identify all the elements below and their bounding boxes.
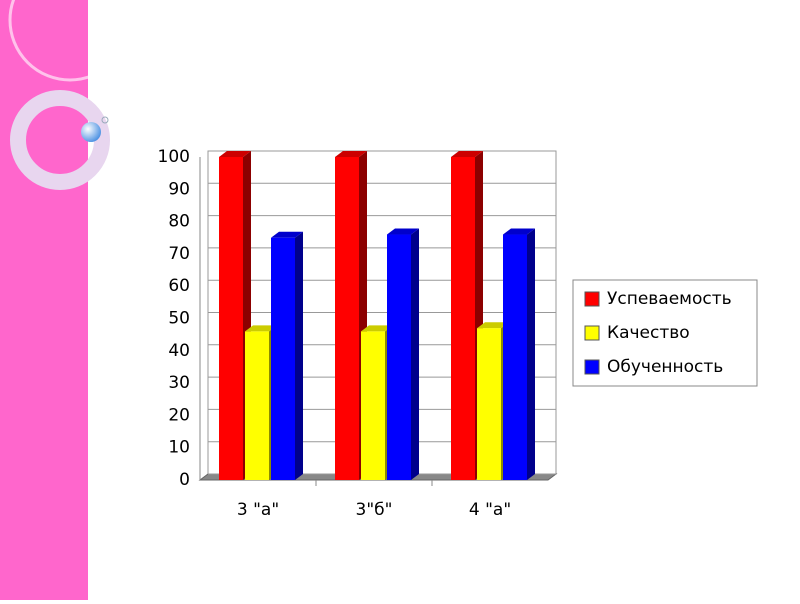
y-tick-label: 20 xyxy=(168,405,190,425)
y-tick-label: 80 xyxy=(168,212,190,232)
x-tick-label: 3"б" xyxy=(356,500,393,520)
bar-group xyxy=(387,228,419,480)
bar xyxy=(503,234,527,480)
y-tick-label: 100 xyxy=(158,147,190,167)
bar-top xyxy=(503,228,535,235)
chart: 0 10 20 30 40 50 60 70 80 90 100 3 "а" 3"б" 4 "а" Успе… xyxy=(158,147,758,520)
deco-ring xyxy=(10,90,110,190)
bar-top xyxy=(477,322,509,329)
bar-top xyxy=(451,151,483,157)
bar xyxy=(387,234,411,480)
bar-group xyxy=(271,231,303,480)
bar-top xyxy=(361,325,393,332)
y-tick-label: 0 xyxy=(179,470,190,490)
x-tick-label: 4 "а" xyxy=(469,500,511,520)
legend-label: Успеваемость xyxy=(607,289,732,309)
bar-top xyxy=(387,228,419,235)
bar xyxy=(219,157,243,480)
deco-dot xyxy=(101,116,109,124)
bar-top xyxy=(271,231,303,238)
y-tick-label: 30 xyxy=(168,373,190,393)
y-tick-label: 10 xyxy=(168,438,190,458)
bar-side xyxy=(411,228,419,480)
legend-swatch xyxy=(584,325,600,341)
y-tick-label: 40 xyxy=(168,341,190,361)
bar-side xyxy=(295,231,303,480)
bar xyxy=(477,328,501,480)
bar xyxy=(451,157,475,480)
bar-group xyxy=(451,151,483,480)
y-tick-label: 50 xyxy=(168,309,190,329)
x-tick-label: 3 "а" xyxy=(237,500,279,520)
side-strip xyxy=(0,0,88,600)
bar-side xyxy=(527,228,535,480)
legend-label: Обученность xyxy=(607,357,723,377)
y-tick-label: 70 xyxy=(168,244,190,264)
bar xyxy=(245,331,269,480)
bar xyxy=(335,157,359,480)
legend-swatch xyxy=(584,359,600,375)
legend-label: Качество xyxy=(607,323,690,343)
y-tick-label: 60 xyxy=(168,276,190,296)
bar-top xyxy=(335,151,367,157)
bar xyxy=(271,237,295,480)
bar-group xyxy=(503,228,535,480)
bar xyxy=(361,331,385,480)
deco-circle xyxy=(8,0,132,82)
bar-top xyxy=(219,151,251,157)
y-tick-label: 90 xyxy=(168,179,190,199)
legend-box xyxy=(572,279,758,387)
legend-swatch xyxy=(584,291,600,307)
bar-top xyxy=(245,325,277,332)
bar-group xyxy=(219,151,251,480)
deco-bubble xyxy=(81,122,101,142)
